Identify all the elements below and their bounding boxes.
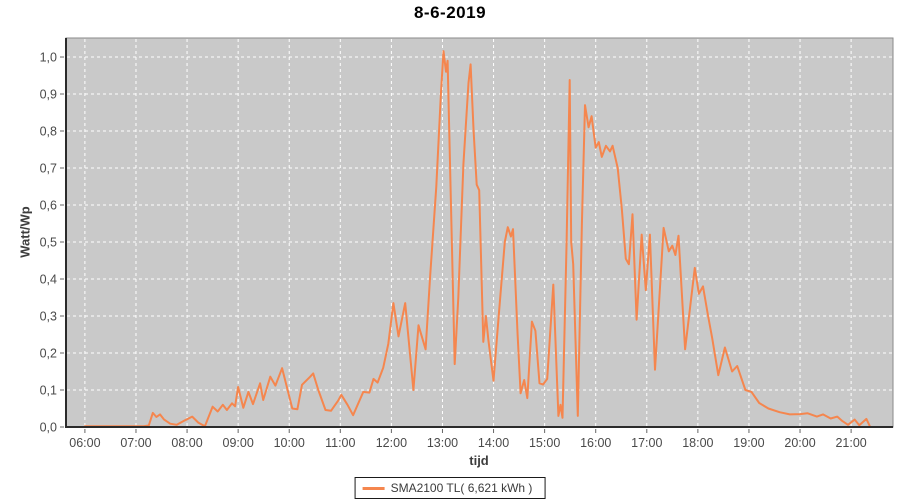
legend: SMA2100 TL( 6,621 kWh )	[354, 477, 546, 499]
x-tick-label: 16:00	[580, 436, 611, 450]
x-tick-label: 13:00	[427, 436, 458, 450]
y-tick-label: 0,7	[40, 162, 57, 176]
chart-title: 8-6-2019	[413, 3, 487, 22]
legend-label: SMA2100 TL( 6,621 kWh )	[390, 481, 533, 495]
legend-line-swatch	[362, 486, 385, 490]
x-axis-title: tijd	[469, 453, 489, 468]
x-tick-label: 06:00	[69, 436, 100, 450]
y-tick-label: 0,0	[40, 421, 57, 435]
x-tick-label: 11:00	[325, 436, 355, 450]
y-tick-label: 0,8	[40, 125, 57, 139]
y-tick-label: 0,1	[40, 384, 57, 398]
x-tick-label: 07:00	[120, 436, 151, 450]
x-tick-label: 09:00	[223, 436, 254, 450]
x-tick-label: 08:00	[171, 436, 202, 450]
y-tick-label: 0,3	[40, 310, 57, 324]
series-line	[83, 50, 871, 428]
x-tick-label: 15:00	[529, 436, 560, 450]
y-tick-label: 0,5	[40, 236, 57, 250]
x-tick-label: 10:00	[274, 436, 305, 450]
x-tick-label: 19:00	[733, 436, 764, 450]
y-tick-label: 0,9	[40, 88, 57, 102]
y-tick-label: 0,2	[40, 347, 57, 361]
x-tick-label: 21:00	[835, 436, 866, 450]
y-tick-label: 0,6	[40, 199, 57, 213]
x-tick-label: 18:00	[682, 436, 713, 450]
x-tick-label: 17:00	[631, 436, 662, 450]
y-tick-label: 0,4	[40, 273, 57, 287]
x-tick-label: 12:00	[376, 436, 407, 450]
x-tick-label: 14:00	[478, 436, 509, 450]
y-axis-title: Watt/Wp	[17, 206, 33, 258]
x-tick-label: 20:00	[784, 436, 815, 450]
y-tick-label: 1,0	[40, 51, 57, 65]
